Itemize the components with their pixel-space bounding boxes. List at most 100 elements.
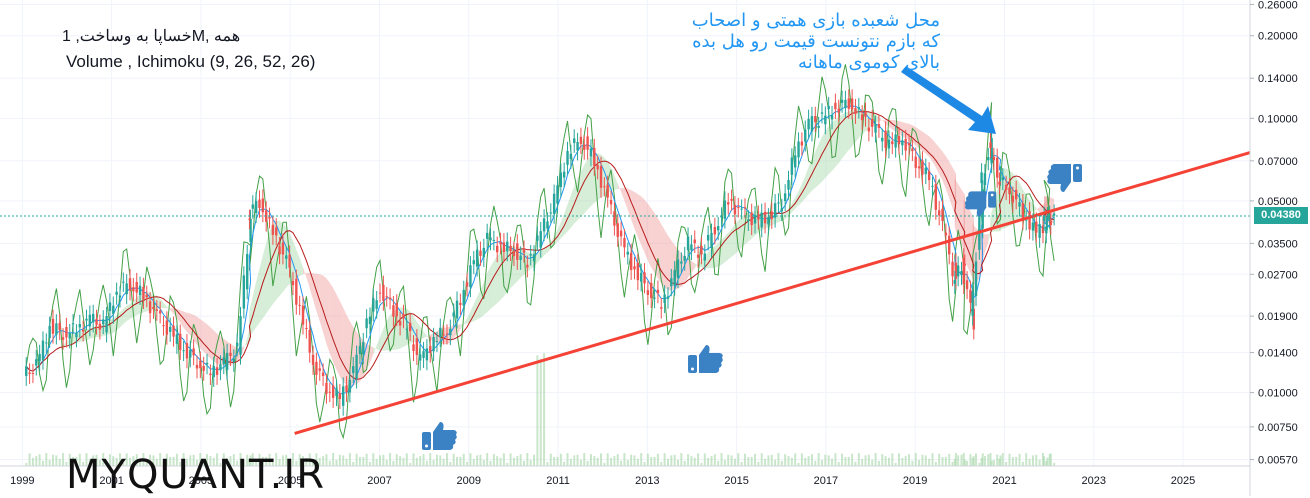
volume-bar [132,456,135,466]
volume-bar [529,459,532,466]
cloud-segment [493,256,498,306]
cloud-segment [878,117,883,122]
candle [609,200,613,205]
volume-bar [861,458,864,466]
candle [45,342,48,344]
price-tick-label: 0.01900 [1258,311,1298,323]
candle [723,200,727,219]
cloud-segment [1002,168,1007,229]
time-tick-label: 2025 [1171,475,1195,487]
cloud-segment [266,231,270,314]
candle [452,312,455,317]
cloud-segment [744,212,749,245]
cloud-segment [721,236,725,265]
candle [118,295,122,298]
volume-bar [476,455,479,466]
cloud-segment [967,205,971,274]
volume-bar [707,457,710,466]
candle [750,212,753,226]
volume-bar [1045,460,1048,466]
thumbs-up-icon [688,345,723,373]
volume-bar [281,455,284,466]
volume-bar [1001,453,1004,466]
cloud-segment [66,338,70,347]
volume-bar [1011,457,1014,466]
volume-bar [934,462,937,466]
cloud-segment [954,178,959,237]
price-tick-label: 0.01400 [1258,348,1298,360]
candle [222,357,225,365]
volume-bar [41,460,44,466]
candle [974,261,978,296]
indicator-legend[interactable]: Volume , Ichimoku (9, 26, 52, 26) [66,52,316,71]
volume-bar [887,457,890,466]
volume-bar [966,460,969,466]
volume-bar [1046,457,1049,466]
cloud-segment [651,208,655,273]
volume-bar [904,456,907,466]
volume-bar [115,457,118,466]
candle [239,316,242,355]
candle [419,354,422,361]
candle [536,235,539,241]
candle [362,342,365,355]
time-tick-label: 2001 [99,475,123,487]
candle [566,150,569,165]
cloud-segment [892,120,896,132]
candle [834,102,837,110]
volume-bar [814,460,817,466]
volume-bar [944,456,947,466]
volume-bar [960,454,963,466]
cloud-segment [180,310,184,328]
volume-bar [219,462,222,466]
volume-bar [831,458,834,466]
candle [439,327,442,338]
volume-bar [757,461,760,466]
candle [646,290,650,295]
cloud-segment [818,136,822,185]
volume-bar [603,462,606,466]
candle [854,108,857,114]
candle [91,313,95,323]
volume-bar [733,458,736,466]
cloud-segment [200,319,204,352]
volume-bar [586,460,589,466]
volume-bar [1035,454,1038,466]
candle [465,282,469,287]
candle [1045,226,1048,234]
volume-bar [395,454,398,466]
candle [1014,189,1018,200]
volume-bar [563,461,566,466]
cloud-segment [644,199,648,261]
price-tick-label: 0.20000 [1258,31,1298,43]
cloud-segment [252,281,257,333]
candle [599,166,603,188]
candle [148,301,152,314]
candle [172,325,175,337]
candle [365,318,368,329]
candle [175,334,179,344]
volume-bar [322,456,325,466]
volume-bar [251,453,254,466]
candle [904,138,907,151]
volume-bar [908,454,911,466]
annotation-line: که بازم نتونست قیمت رو هل بده [692,31,940,52]
candle [810,116,814,132]
volume-bar [399,456,402,466]
volume-bar [216,453,219,466]
time-tick-label: 2003 [189,475,213,487]
cloud-segment [855,108,859,143]
volume-bar [723,459,726,466]
volume-bar [162,461,165,466]
volume-bar [533,454,536,466]
candle [355,354,358,379]
candle [817,125,820,128]
volume-bar [656,453,659,466]
cloud-segment [731,224,735,257]
volume-bar [145,459,148,466]
candle [989,142,992,149]
cloud-segment [249,295,253,337]
cloud-segment [932,139,936,168]
volume-bar [569,458,572,466]
